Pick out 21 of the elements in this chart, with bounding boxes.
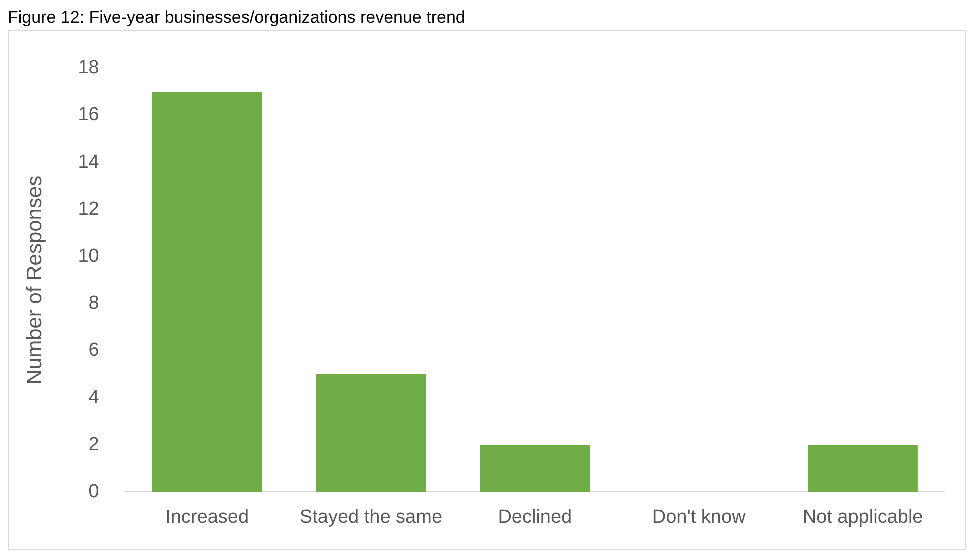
x-tick-label: Don't know — [652, 506, 746, 528]
bar — [152, 92, 262, 492]
chart-title: Figure 12: Five-year businesses/organizations revenue trend — [8, 8, 466, 29]
y-tick-label: 18 — [78, 58, 100, 79]
x-tick-label: Not applicable — [802, 506, 924, 528]
x-tick-label: Stayed the same — [300, 506, 443, 528]
y-tick-label: 12 — [78, 198, 100, 220]
bar — [808, 445, 918, 492]
y-axis-title: Number of Responses — [23, 176, 46, 385]
y-tick-label: 8 — [88, 293, 100, 314]
bar — [316, 374, 426, 492]
y-tick-label: 0 — [88, 481, 100, 502]
y-tick-label: 14 — [78, 152, 100, 173]
y-tick-label: 4 — [88, 387, 100, 408]
y-tick-label: 2 — [88, 434, 100, 456]
x-tick-label: Declined — [498, 506, 572, 528]
y-tick-label: 6 — [88, 340, 100, 362]
y-tick-label: 16 — [78, 104, 100, 126]
y-tick-label: 10 — [78, 246, 100, 267]
bar — [480, 445, 590, 492]
x-tick-label: Increased — [166, 506, 250, 528]
